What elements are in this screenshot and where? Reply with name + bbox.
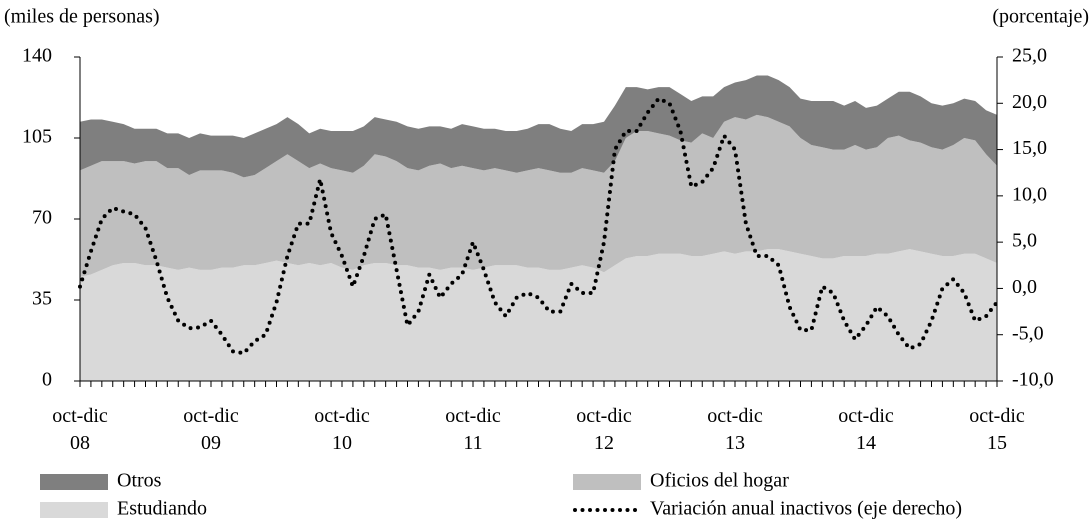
y2-tick-label: 15,0 bbox=[1012, 137, 1047, 159]
area bbox=[80, 249, 997, 381]
x-tick-label: oct-dic 09 bbox=[183, 405, 239, 454]
y2-axis-label: (porcentaje) bbox=[992, 6, 1089, 28]
y2-tick-label: 25,0 bbox=[1012, 45, 1047, 67]
line bbox=[78, 96, 999, 356]
legend-swatch bbox=[40, 474, 108, 490]
x-tick-label: oct-dic 10 bbox=[314, 405, 370, 454]
y2-tick-label: 10,0 bbox=[1012, 183, 1047, 205]
y2-tick-label: -5,0 bbox=[1012, 322, 1044, 344]
y-tick-label: 140 bbox=[22, 45, 52, 67]
legend-label: Estudiando bbox=[117, 498, 207, 520]
y-tick-label: 0 bbox=[42, 369, 52, 391]
area bbox=[80, 75, 997, 178]
y2-tick-label: 5,0 bbox=[1012, 230, 1037, 252]
legend-swatch bbox=[40, 502, 108, 518]
legend-label: Otros bbox=[117, 470, 162, 492]
y2-tick-label: 0,0 bbox=[1012, 276, 1037, 298]
legend-label: Variación anual inactivos (eje derecho) bbox=[650, 498, 962, 520]
legend-swatch bbox=[573, 474, 641, 490]
x-tick-label: oct-dic 13 bbox=[707, 405, 763, 454]
y2-tick-label: 20,0 bbox=[1012, 91, 1047, 113]
y-tick-label: 105 bbox=[22, 126, 52, 148]
legend-label: Oficios del hogar bbox=[650, 470, 789, 492]
x-tick-label: oct-dic 12 bbox=[576, 405, 632, 454]
y2-tick-label: -10,0 bbox=[1012, 369, 1054, 391]
y-axis-label: (miles de personas) bbox=[4, 6, 160, 28]
y-tick-label: 35 bbox=[32, 288, 52, 310]
x-tick-label: oct-dic 14 bbox=[838, 405, 894, 454]
x-tick-label: oct-dic 15 bbox=[969, 405, 1025, 454]
x-tick-label: oct-dic 11 bbox=[445, 405, 501, 454]
y-tick-label: 70 bbox=[32, 207, 52, 229]
area bbox=[80, 114, 997, 277]
x-tick-label: oct-dic 08 bbox=[52, 405, 108, 454]
